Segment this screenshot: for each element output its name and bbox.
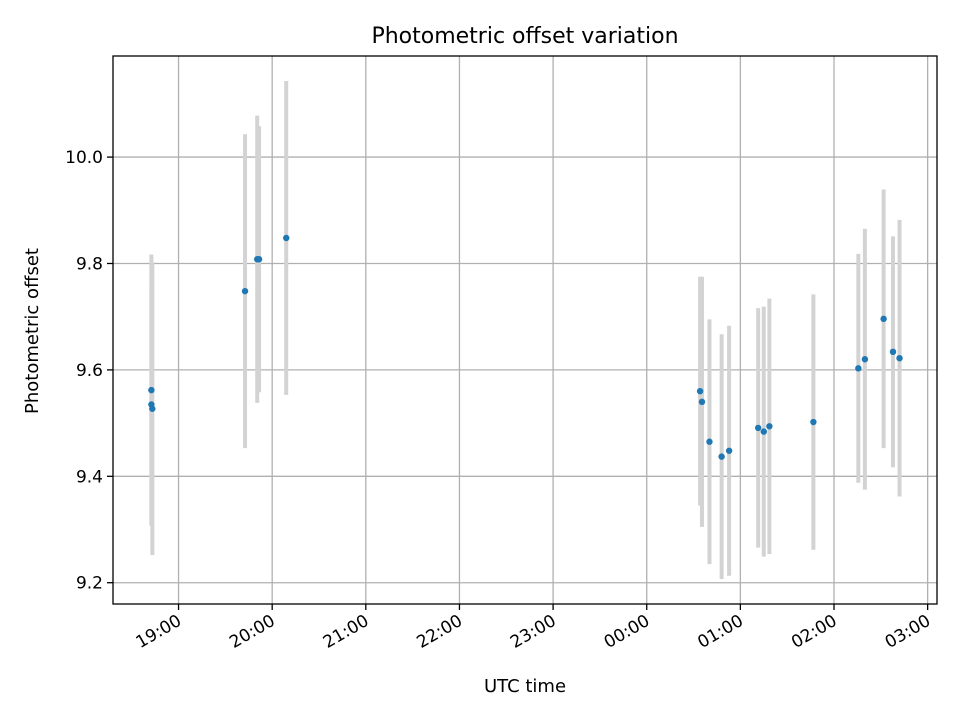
data-point: [766, 423, 773, 430]
data-point: [698, 398, 706, 406]
data-point: [255, 256, 263, 263]
x-tick-label: 02:00: [788, 611, 840, 653]
x-tick-label: 22:00: [414, 611, 466, 653]
data-point: [861, 356, 869, 363]
x-tick-label: 23:00: [507, 611, 559, 653]
error-bars: [149, 81, 902, 579]
data-points: [148, 234, 903, 460]
x-axis-label: UTC time: [484, 676, 566, 697]
data-point: [889, 348, 897, 356]
data-point: [718, 453, 725, 460]
data-point: [148, 386, 155, 394]
y-axis-label: Photometric offset: [22, 248, 43, 414]
data-point: [810, 418, 817, 426]
data-point: [283, 234, 290, 242]
y-tick-label: 9.4: [76, 467, 103, 487]
x-tick-label: 19:00: [133, 611, 185, 653]
x-tick-label: 03:00: [882, 611, 934, 653]
data-point: [754, 424, 762, 432]
data-point: [725, 447, 733, 454]
x-tick-label: 20:00: [226, 611, 278, 653]
data-point: [855, 365, 862, 372]
x-tick-label: 21:00: [320, 611, 372, 653]
data-point: [149, 405, 156, 412]
x-tick-label: 00:00: [601, 611, 653, 653]
x-tick-label: 01:00: [694, 611, 746, 653]
chart-title: Photometric offset variation: [371, 24, 678, 49]
data-point: [896, 354, 903, 362]
y-tick-label: 10.0: [65, 148, 103, 168]
data-point: [241, 287, 249, 295]
data-point: [696, 387, 704, 395]
y-tick-label: 9.2: [76, 574, 103, 594]
y-tick-label: 9.6: [76, 361, 103, 381]
x-axis-ticks: 19:00 20:00 21:00 22:00 23:00 00:00 01:00 02:00…: [133, 604, 934, 653]
plot-area: [112, 55, 938, 605]
data-point: [760, 428, 767, 435]
y-tick-label: 9.8: [76, 254, 103, 274]
y-axis-ticks: 9.2 9.4 9.6 9.8 10.0: [65, 148, 113, 594]
data-point: [706, 438, 713, 445]
data-point: [880, 315, 887, 323]
grid: [113, 56, 937, 604]
